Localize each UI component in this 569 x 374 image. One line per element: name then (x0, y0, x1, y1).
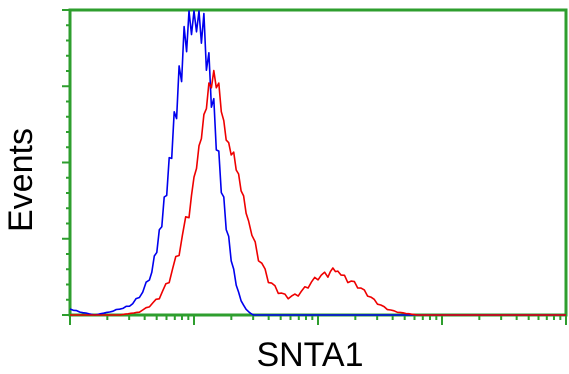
y-axis-label: Events (2, 128, 40, 232)
plot-frame (68, 8, 568, 317)
series-line-1 (69, 10, 566, 316)
series-line-2 (70, 69, 566, 316)
series-layer (69, 10, 566, 316)
x-axis-label: SNTA1 (256, 336, 364, 374)
axis-ticks (62, 9, 567, 325)
